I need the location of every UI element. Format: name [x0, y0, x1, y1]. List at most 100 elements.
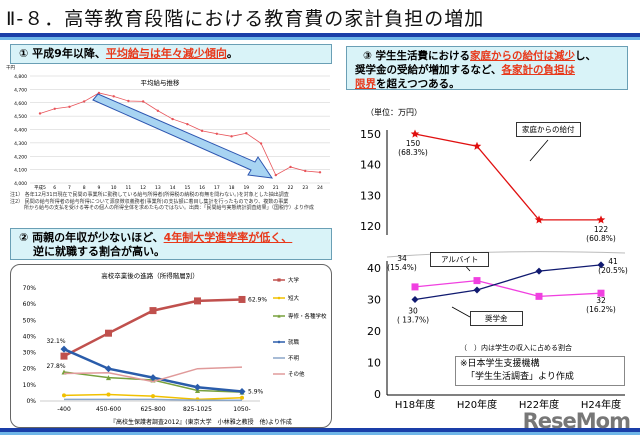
- header-highlight: 限界: [355, 78, 376, 90]
- divider: [0, 37, 640, 40]
- data-label: 27.8%: [46, 363, 65, 370]
- series-line: [63, 348, 243, 393]
- section2-header: ② 両親の年収が少ないほど、4年制大学進学率が低く、 逆に就職する割合が高い。: [10, 228, 332, 260]
- header-text: 逆に就職する割合が高い。: [33, 245, 165, 258]
- data-point: [151, 394, 155, 399]
- data-label: 41: [608, 257, 618, 266]
- data-label: (20.5%): [598, 266, 628, 275]
- y-tick-label: 60%: [23, 301, 37, 308]
- legend-marker: [277, 278, 281, 282]
- header-highlight: 家庭からの給付は減少: [470, 50, 576, 62]
- y-tick-label: 4,500: [14, 114, 27, 120]
- series-line: [414, 133, 601, 221]
- legend-marker: [277, 314, 281, 318]
- data-point: [112, 95, 115, 98]
- data-point: [106, 375, 111, 381]
- y-tick-label: 40%: [23, 333, 37, 340]
- y-tick-label: 120: [360, 220, 381, 233]
- callout-scholarship: 奨学金: [470, 311, 523, 326]
- data-label: 5.9%: [248, 388, 264, 395]
- average-salary-chart: 4,000 4,100 4,200 4,300 4,400 4,500 4,600 4,700…: [6, 64, 330, 191]
- chart-title: 平均給与推移: [141, 78, 181, 87]
- x-tick-label: 22: [288, 185, 294, 191]
- legend-label: 短大: [288, 294, 300, 302]
- data-point: [318, 171, 322, 174]
- header-highlight: 平均給与は年々減少傾向: [105, 47, 227, 60]
- header-text: を超えつつある。: [376, 78, 460, 90]
- y-tick-label: 30%: [23, 350, 37, 357]
- series-line: [39, 92, 321, 176]
- y-tick-label: 50%: [23, 317, 37, 324]
- y-tick-label: 10: [367, 357, 381, 370]
- data-point: [156, 109, 160, 112]
- data-point: [534, 215, 544, 224]
- data-point: [194, 297, 201, 305]
- x-tick-label: 21: [273, 185, 279, 191]
- chart-title: 高校卒業後の進路（所得階層別）: [101, 271, 199, 280]
- legend-marker: [277, 340, 281, 344]
- divider: [0, 428, 640, 432]
- data-point: [238, 387, 246, 395]
- data-label: (15.4%): [387, 263, 417, 272]
- x-tick-label: 24: [317, 185, 323, 191]
- legend-label: 大学: [288, 276, 300, 284]
- x-tick-label: 1050-: [233, 406, 250, 413]
- data-label: 30: [408, 307, 418, 316]
- y-tick-label: 0%: [26, 398, 36, 405]
- chart-frame: [10, 264, 332, 428]
- section1-header: ① 平成9年以降、平均給与は年々減少傾向。: [10, 44, 332, 64]
- source-text: ※日本学生支援機構: [460, 359, 540, 369]
- callout-family: 家庭からの給付: [516, 122, 581, 137]
- data-point: [410, 129, 420, 138]
- data-point: [289, 165, 292, 169]
- y-tick-label: 4,100: [14, 168, 27, 174]
- data-point: [274, 173, 277, 177]
- header-highlight: 各家計の負担は: [501, 64, 575, 76]
- data-label: (68.3%): [398, 148, 428, 157]
- series-line: [63, 366, 243, 383]
- x-tick-label: 平成5: [34, 184, 46, 191]
- x-tick-label: 16: [199, 185, 205, 191]
- data-point: [596, 215, 606, 224]
- data-label: 32: [596, 296, 606, 305]
- section-number: ②: [19, 231, 29, 244]
- legend-marker: [277, 296, 281, 300]
- x-tick-label: 450-600: [96, 406, 121, 413]
- data-label: 150: [406, 139, 421, 148]
- header-text: 。: [226, 47, 238, 60]
- x-tick-label: 15: [185, 185, 191, 191]
- header-text: 両親の年収が少ないほど、: [32, 231, 164, 244]
- header-text: 学生生活費における: [375, 50, 471, 62]
- callout-pointer: [451, 306, 471, 318]
- x-tick-label: 825-1025: [183, 406, 212, 413]
- data-point: [411, 283, 419, 291]
- x-tick-label: 19: [243, 185, 249, 191]
- x-tick-label: 20: [258, 185, 264, 191]
- data-label: 62.9%: [248, 296, 267, 303]
- y-tick-label: 4,000: [14, 181, 27, 187]
- y-tick-label: 4,400: [14, 128, 27, 134]
- data-label: 34: [397, 254, 407, 263]
- section3-header: ③ 学生生活費における家庭からの給付は減少し、 奨学金の受給が増加するなど、各家…: [346, 46, 628, 90]
- x-tick-label: 7: [68, 185, 71, 191]
- x-tick-label: 14: [170, 185, 176, 191]
- y-tick-label: 4,300: [14, 141, 27, 147]
- data-point: [597, 289, 605, 297]
- axis-break: [386, 251, 626, 258]
- y-tick-label: 0: [374, 388, 381, 401]
- x-tick-label: H18年度: [395, 398, 435, 411]
- y-tick-label: 30: [367, 294, 381, 307]
- header-highlight: 4年制大学進学率が低く、: [163, 231, 293, 244]
- x-tick-label: 8: [83, 185, 86, 191]
- data-point: [60, 352, 68, 360]
- data-label: (60.8%): [586, 234, 616, 243]
- legend-label: 就職: [288, 338, 300, 346]
- data-point: [230, 135, 233, 138]
- data-point: [215, 132, 219, 135]
- divider: [0, 432, 640, 435]
- data-point: [411, 296, 419, 303]
- y-tick-label: 150: [360, 128, 381, 141]
- header-text: し、: [575, 50, 597, 62]
- x-tick-label: 625-800: [140, 406, 165, 413]
- data-label: ( 13.7%): [397, 316, 429, 325]
